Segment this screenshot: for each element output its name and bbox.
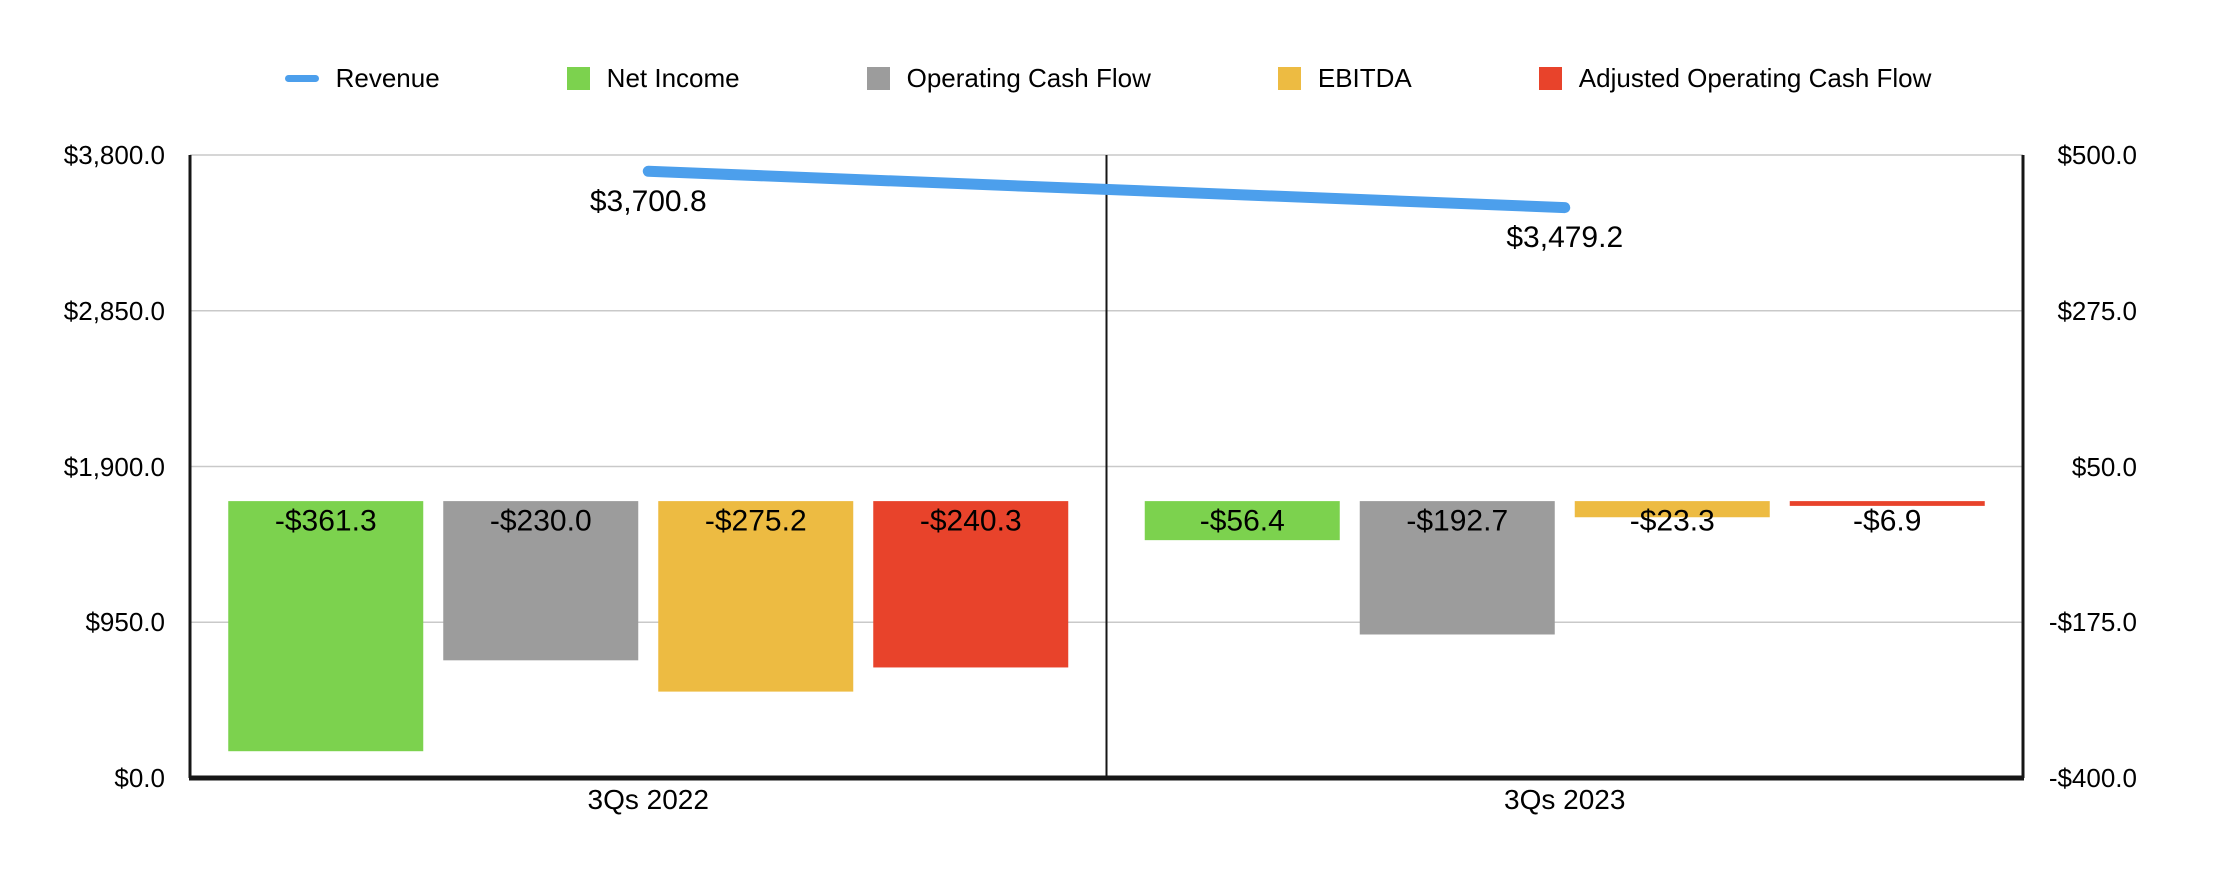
bar-data-label: -$275.2 bbox=[705, 505, 807, 538]
chart-legend: Revenue Net Income Operating Cash Flow E… bbox=[0, 58, 2216, 98]
line-data-label: $3,700.8 bbox=[590, 185, 707, 218]
legend-item-net-income: Net Income bbox=[566, 63, 740, 93]
legend-label: Net Income bbox=[606, 63, 740, 93]
left-axis-tick: $3,800.0 bbox=[63, 140, 165, 170]
line-marker-icon bbox=[284, 74, 319, 82]
legend-item-adjusted-operating-cash-flow: Adjusted Operating Cash Flow bbox=[1538, 63, 1932, 93]
legend-item-ebitda: EBITDA bbox=[1277, 63, 1412, 93]
bar-data-label: -$23.3 bbox=[1630, 505, 1715, 538]
bar-ebitda bbox=[1574, 501, 1770, 518]
legend-item-operating-cash-flow: Operating Cash Flow bbox=[866, 63, 1151, 93]
square-marker-icon bbox=[1277, 66, 1301, 90]
bar-data-label: -$361.3 bbox=[275, 505, 377, 538]
right-axis-tick: $500.0 bbox=[2057, 140, 2137, 170]
square-marker-icon bbox=[1538, 66, 1562, 90]
bar-data-label: -$230.0 bbox=[490, 505, 592, 538]
legend-label: Operating Cash Flow bbox=[906, 63, 1151, 93]
bar-adjusted-operating-cash-flow bbox=[873, 501, 1069, 668]
bar-data-label: -$56.4 bbox=[1200, 505, 1285, 538]
legend-label: EBITDA bbox=[1317, 63, 1412, 93]
bar-net-income bbox=[1144, 501, 1340, 541]
legend-label: Adjusted Operating Cash Flow bbox=[1578, 63, 1932, 93]
right-axis-tick: $275.0 bbox=[2057, 295, 2137, 326]
right-axis-tick: $50.0 bbox=[2071, 451, 2137, 482]
square-marker-icon bbox=[866, 66, 890, 90]
left-axis-tick: $1,900.0 bbox=[63, 451, 165, 482]
square-marker-icon bbox=[566, 66, 590, 90]
legend-label: Revenue bbox=[335, 63, 440, 93]
bar-net-income bbox=[228, 501, 424, 752]
category-label-3qs-2023: 3Qs 2023 bbox=[1504, 784, 1626, 815]
line-data-label: $3,479.2 bbox=[1506, 221, 1623, 254]
bar-data-label: -$192.7 bbox=[1406, 505, 1508, 538]
bar-adjusted-operating-cash-flow bbox=[1789, 501, 1985, 506]
left-axis-tick: $0.0 bbox=[114, 763, 165, 793]
right-axis-tick: -$400.0 bbox=[2048, 763, 2137, 793]
left-axis-tick: $950.0 bbox=[85, 607, 165, 638]
category-label-3qs-2022: 3Qs 2022 bbox=[587, 784, 709, 815]
legend-item-revenue: Revenue bbox=[284, 63, 440, 93]
bar-operating-cash-flow bbox=[443, 501, 639, 661]
bar-operating-cash-flow bbox=[1359, 501, 1555, 635]
bar-ebitda bbox=[658, 501, 854, 692]
bar-data-label: -$6.9 bbox=[1853, 505, 1921, 538]
left-axis-tick: $2,850.0 bbox=[63, 295, 165, 326]
line-revenue bbox=[642, 165, 1571, 214]
bar-data-label: -$240.3 bbox=[920, 505, 1022, 538]
right-axis-tick: -$175.0 bbox=[2048, 607, 2137, 638]
